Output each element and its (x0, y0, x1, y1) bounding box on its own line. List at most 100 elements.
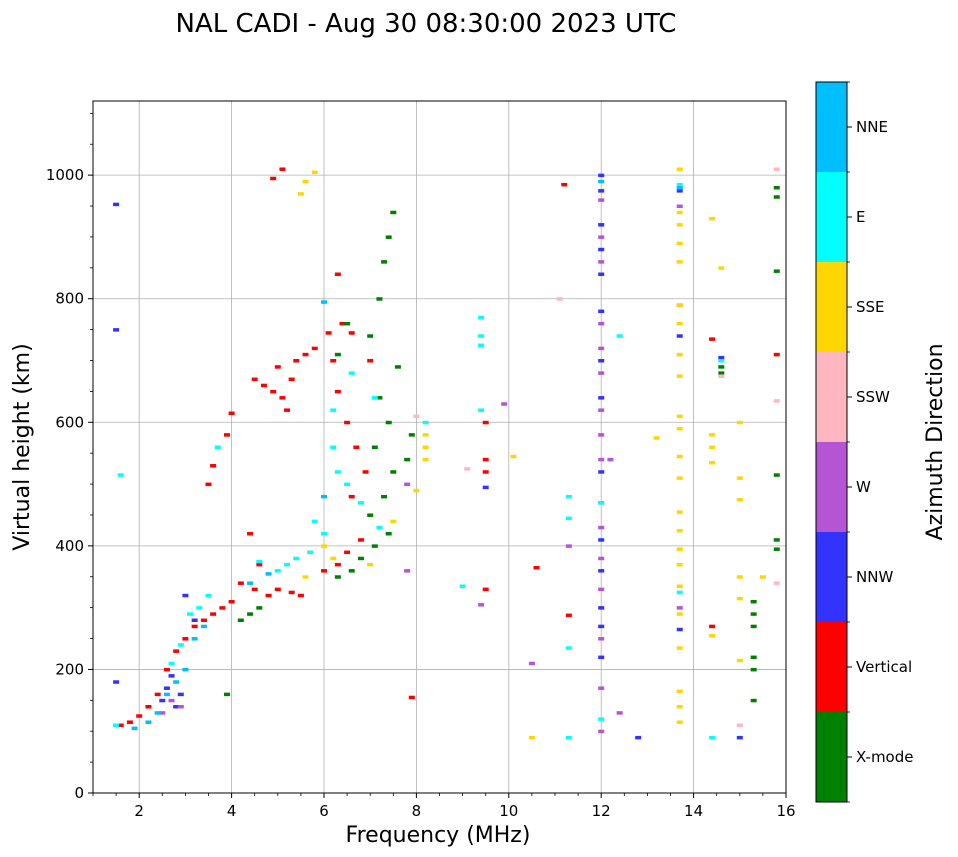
echo-point-sse (676, 223, 683, 227)
echo-point-sse (311, 170, 318, 175)
echo-point-vertical (339, 321, 346, 326)
echo-point-sse (676, 374, 683, 378)
colorbar-segment-w (816, 442, 847, 532)
echo-point-e (113, 723, 120, 728)
echo-point-nnw (598, 606, 605, 610)
echo-point-w (598, 346, 605, 351)
x-axis-label: Frequency (MHz) (346, 823, 531, 848)
echo-point-sse (676, 321, 683, 326)
echo-point-e (344, 482, 351, 487)
echo-point-sse (759, 575, 766, 579)
echo-point-e (274, 569, 281, 573)
echo-point-e (321, 532, 327, 536)
echo-point-e (478, 408, 485, 412)
echo-point-vertical (228, 599, 235, 604)
echo-point-vertical (191, 624, 198, 629)
echo-point-w (598, 457, 605, 462)
echo-point-vertical (163, 667, 170, 672)
echo-point-vertical (145, 705, 152, 709)
echo-point-x-mode (376, 297, 383, 301)
echo-point-sse (302, 575, 309, 579)
echo-point-vertical (288, 590, 295, 595)
echo-point-vertical (270, 176, 277, 181)
echo-point-sse (736, 476, 743, 480)
echo-point-vertical (182, 637, 189, 641)
colorbar-segment-nne (816, 82, 847, 172)
echo-point-nnw (635, 735, 642, 740)
echo-point-w (676, 204, 683, 209)
echo-point-x-mode (376, 396, 383, 400)
echo-point-nnw (113, 328, 120, 332)
echo-point-e (478, 343, 485, 348)
echo-point-nnw (598, 309, 605, 314)
echo-point-x-mode (385, 532, 392, 536)
echo-point-x-mode (237, 618, 244, 622)
colorbar-tick-label: W (856, 478, 871, 496)
echo-point-x-mode (385, 420, 392, 425)
echo-point-sse (676, 241, 683, 246)
echo-point-vertical (237, 581, 244, 585)
x-tick-label: 10 (499, 802, 518, 820)
echo-point-nnw (598, 396, 605, 400)
echo-point-sse (390, 519, 397, 524)
echo-point-e (196, 606, 203, 610)
echo-point-w (159, 711, 166, 715)
echo-point-w (598, 198, 605, 202)
echo-point-e (565, 646, 572, 650)
colorbar-frame (815, 81, 848, 803)
echo-point-x-mode (381, 260, 388, 264)
echo-point-x-mode (390, 470, 397, 474)
echo-point-e (311, 519, 318, 524)
echo-point-x-mode (773, 195, 780, 199)
echo-point-w (168, 698, 175, 703)
colorbar-tick-label: SSW (856, 388, 890, 406)
echo-point-vertical (353, 445, 360, 449)
echo-point-nnw (676, 334, 683, 338)
echo-point-vertical (210, 612, 217, 616)
echo-point-e (371, 396, 378, 400)
echo-point-nnw (598, 538, 605, 542)
echo-point-nnw (676, 189, 683, 193)
echo-point-vertical (533, 565, 540, 570)
echo-point-vertical (251, 377, 258, 382)
echo-point-nnw (676, 627, 683, 632)
echo-point-w (676, 606, 683, 610)
echo-point-vertical (482, 457, 489, 462)
echo-point-sse (422, 457, 429, 462)
chart-title: NAL CADI - Aug 30 08:30:00 2023 UTC (176, 9, 677, 39)
x-tick-label: 8 (412, 802, 422, 820)
echo-point-nnw (168, 674, 175, 678)
echo-point-vertical (251, 587, 258, 592)
echo-point-w (607, 457, 614, 462)
echo-point-w (501, 402, 508, 406)
echo-point-nnw (191, 618, 198, 622)
echo-point-vertical (482, 587, 489, 592)
echo-point-e (376, 525, 383, 530)
colorbar: X-mode Vertical NNW W SSW SSE E NNE (816, 81, 913, 803)
echo-point-e (214, 445, 221, 449)
y-tick-label: 1000 (46, 166, 84, 184)
echo-point-nnw (598, 223, 605, 227)
echo-point-vertical (334, 389, 341, 394)
echo-point-ssw (413, 414, 420, 419)
echo-point-x-mode (348, 569, 355, 573)
echo-point-e (334, 470, 341, 474)
echo-point-w (177, 705, 184, 709)
colorbar-tick-label: SSE (856, 298, 885, 316)
y-tick-label: 200 (55, 660, 84, 678)
echo-point-e (478, 315, 485, 320)
echo-point-e (348, 371, 355, 375)
echo-point-nnw (177, 692, 184, 697)
echo-point-ssw (773, 167, 780, 171)
echo-point-nnw (598, 189, 605, 193)
echo-point-vertical (408, 695, 415, 700)
echo-point-sse (736, 498, 743, 502)
echo-point-w (616, 711, 623, 715)
echo-point-nnw (598, 173, 605, 178)
echo-point-e (598, 717, 605, 721)
echo-point-nnw (718, 355, 725, 360)
colorbar-tick-label: E (856, 208, 865, 226)
echo-point-x-mode (381, 494, 388, 499)
colorbar-segment-vertical (816, 622, 847, 712)
